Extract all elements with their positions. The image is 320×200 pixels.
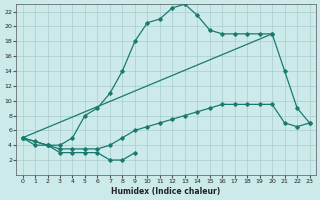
X-axis label: Humidex (Indice chaleur): Humidex (Indice chaleur) bbox=[111, 187, 221, 196]
